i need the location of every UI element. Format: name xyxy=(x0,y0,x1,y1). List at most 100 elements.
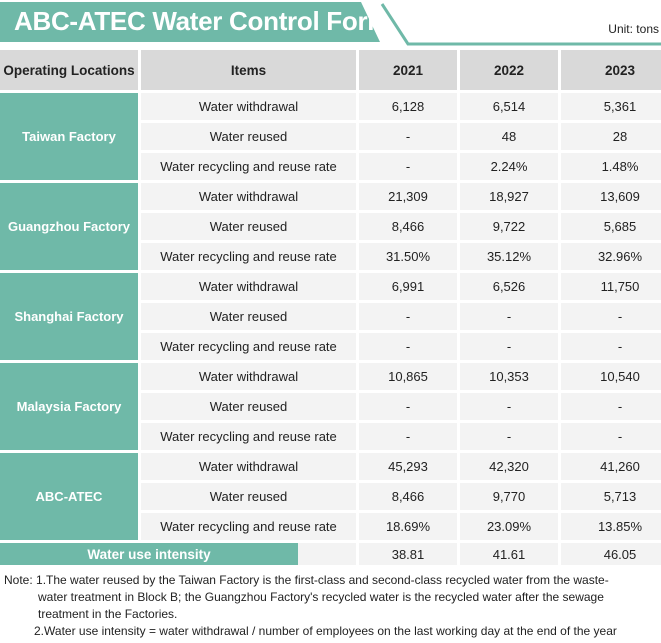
table-row: Water reused 8,466 9,722 5,685 xyxy=(0,213,661,240)
value-cell: - xyxy=(359,153,457,180)
header-year: 2023 xyxy=(561,50,661,90)
item-cell: Water recycling and reuse rate xyxy=(141,333,356,360)
value-cell: 23.09% xyxy=(460,513,558,540)
value-cell: 42,320 xyxy=(460,453,558,480)
value-cell: 6,128 xyxy=(359,93,457,120)
intensity-value: 46.05 xyxy=(561,543,661,565)
header-year: 2021 xyxy=(359,50,457,90)
value-cell: 5,685 xyxy=(561,213,661,240)
value-cell: 1.48% xyxy=(561,153,661,180)
value-cell: 18.69% xyxy=(359,513,457,540)
item-cell: Water reused xyxy=(141,393,356,420)
table-row: Shanghai Factory Water withdrawal 6,991 6,5… xyxy=(0,273,661,360)
value-cell: 18,927 xyxy=(460,183,558,210)
value-cell: 9,722 xyxy=(460,213,558,240)
item-cell: Water reused xyxy=(141,213,356,240)
item-cell: Water reused xyxy=(141,483,356,510)
value-cell: 6,526 xyxy=(460,273,558,300)
item-cell: Water recycling and reuse rate xyxy=(141,153,356,180)
value-cell: 41,260 xyxy=(561,453,661,480)
table-row: Water recycling and reuse rate 18.69% 23.0… xyxy=(0,513,661,540)
value-cell: - xyxy=(359,423,457,450)
header-row: Operating Locations Items 2021 2022 2023 xyxy=(0,50,661,90)
value-cell: - xyxy=(561,423,661,450)
value-cell: 2.24% xyxy=(460,153,558,180)
unit-label: Unit: tons xyxy=(608,22,659,36)
location-cell: ABC-ATEC xyxy=(0,453,138,540)
intensity-value: 38.81 xyxy=(359,543,457,565)
note-2: 2.Water use intensity = water withdrawal… xyxy=(34,624,617,638)
value-cell: - xyxy=(561,303,661,330)
intensity-row: Water use intensity 38.81 41.61 46.05 xyxy=(0,543,661,565)
table-row: Water recycling and reuse rate - - - xyxy=(0,333,661,360)
value-cell: 28 xyxy=(561,123,661,150)
value-cell: - xyxy=(460,393,558,420)
value-cell: 21,309 xyxy=(359,183,457,210)
value-cell: 5,361 xyxy=(561,93,661,120)
intensity-label: Water use intensity xyxy=(0,543,298,565)
location-cell: Taiwan Factory xyxy=(0,93,138,180)
item-cell: Water reused xyxy=(141,303,356,330)
note-1-cont: treatment in the Factories. xyxy=(38,607,178,621)
item-cell: Water recycling and reuse rate xyxy=(141,243,356,270)
value-cell: 13.85% xyxy=(561,513,661,540)
value-cell: 8,466 xyxy=(359,213,457,240)
value-cell: 8,466 xyxy=(359,483,457,510)
value-cell: 11,750 xyxy=(561,273,661,300)
item-cell: Water withdrawal xyxy=(141,453,356,480)
item-cell: Water withdrawal xyxy=(141,93,356,120)
item-cell: Water recycling and reuse rate xyxy=(141,513,356,540)
value-cell: - xyxy=(359,333,457,360)
table-row: Malaysia Factory Water withdrawal 10,865 10… xyxy=(0,363,661,450)
value-cell: 10,540 xyxy=(561,363,661,390)
value-cell: 10,865 xyxy=(359,363,457,390)
value-cell: 45,293 xyxy=(359,453,457,480)
header-year: 2022 xyxy=(460,50,558,90)
value-cell: 35.12% xyxy=(460,243,558,270)
notes: Note: 1.The water reused by the Taiwan F… xyxy=(4,572,661,640)
title-decoration xyxy=(380,3,661,46)
item-cell: Water withdrawal xyxy=(141,183,356,210)
value-cell: - xyxy=(359,393,457,420)
value-cell: 6,514 xyxy=(460,93,558,120)
value-cell: 31.50% xyxy=(359,243,457,270)
table-row: ABC-ATEC Water withdrawal 45,293 42,320 41,2… xyxy=(0,453,661,540)
location-cell: Shanghai Factory xyxy=(0,273,138,360)
value-cell: - xyxy=(460,423,558,450)
table-row: Water recycling and reuse rate - - - xyxy=(0,423,661,450)
page-title: ABC-ATEC Water Control Form xyxy=(14,6,391,36)
value-cell: - xyxy=(561,333,661,360)
value-cell: 48 xyxy=(460,123,558,150)
title-banner xyxy=(0,2,380,42)
table-row: Water reused - - - xyxy=(0,303,661,330)
value-cell: 5,713 xyxy=(561,483,661,510)
value-cell: 6,991 xyxy=(359,273,457,300)
water-table: Operating Locations Items 2021 2022 2023… xyxy=(0,47,661,568)
note-prefix: Note: xyxy=(4,573,33,587)
intensity-value: 41.61 xyxy=(460,543,558,565)
value-cell: 32.96% xyxy=(561,243,661,270)
note-1: 1.The water reused by the Taiwan Factory… xyxy=(36,573,609,587)
note-1-cont: water treatment in Block B; the Guangzho… xyxy=(38,590,604,604)
value-cell: - xyxy=(561,393,661,420)
location-cell: Malaysia Factory xyxy=(0,363,138,450)
value-cell: 13,609 xyxy=(561,183,661,210)
header-items: Items xyxy=(141,50,356,90)
table-row: Guangzhou Factory Water withdrawal 21,309 1… xyxy=(0,183,661,270)
intensity-label-cell: Water use intensity xyxy=(0,543,356,565)
table-row: Water recycling and reuse rate 31.50% 35.1… xyxy=(0,243,661,270)
table-row: Taiwan Factory Water withdrawal 6,128 6,514… xyxy=(0,93,661,180)
item-cell: Water withdrawal xyxy=(141,363,356,390)
value-cell: 9,770 xyxy=(460,483,558,510)
value-cell: - xyxy=(359,303,457,330)
header-location: Operating Locations xyxy=(0,50,138,90)
table-row: Water reused -48 28 xyxy=(0,123,661,150)
item-cell: Water withdrawal xyxy=(141,273,356,300)
table-row: Water reused - - - xyxy=(0,393,661,420)
table-row: Water reused 8,466 9,770 5,713 xyxy=(0,483,661,510)
title-bar: ABC-ATEC Water Control Form Unit: tons xyxy=(0,0,661,46)
value-cell: - xyxy=(460,333,558,360)
table-row: Water recycling and reuse rate -2.24% 1.48… xyxy=(0,153,661,180)
location-cell: Guangzhou Factory xyxy=(0,183,138,270)
value-cell: - xyxy=(460,303,558,330)
